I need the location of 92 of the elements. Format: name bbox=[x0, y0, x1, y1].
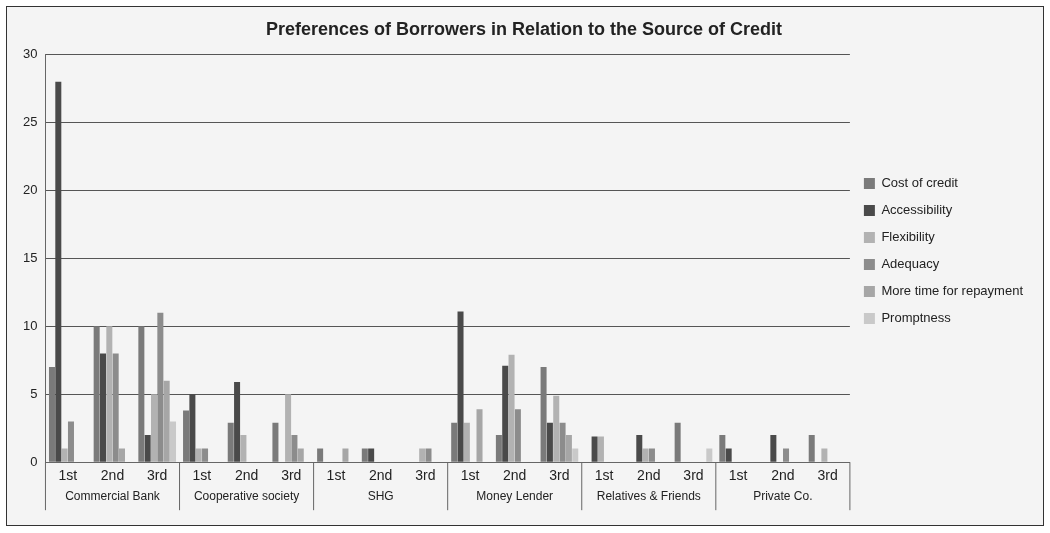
bar bbox=[183, 410, 190, 462]
bar bbox=[157, 312, 164, 462]
bar bbox=[272, 422, 279, 462]
x-tick-label: 2nd bbox=[234, 467, 259, 484]
legend-label: Promptness bbox=[881, 310, 952, 326]
x-tick-label: 1st bbox=[192, 467, 212, 484]
bar bbox=[451, 422, 458, 462]
bar bbox=[642, 448, 649, 462]
bar bbox=[463, 422, 470, 462]
y-tick-label: 20 bbox=[22, 182, 38, 198]
y-tick-label: 25 bbox=[22, 114, 38, 130]
bar bbox=[725, 448, 732, 462]
bar bbox=[106, 326, 113, 462]
bar bbox=[118, 448, 125, 462]
bar bbox=[99, 353, 107, 462]
text: Relatives & Friends bbox=[596, 488, 701, 503]
x-tick-label: 3rd bbox=[147, 467, 168, 484]
text: Private Co. bbox=[753, 488, 813, 503]
bar bbox=[540, 367, 547, 462]
legend-label: Cost of credit bbox=[881, 175, 959, 191]
x-tick-label: 1st bbox=[460, 467, 480, 484]
y-tick-label: 15 bbox=[22, 249, 38, 265]
bar bbox=[285, 394, 292, 462]
bar bbox=[572, 448, 579, 462]
x-tick-label: 1st bbox=[58, 467, 78, 484]
bar bbox=[202, 448, 209, 462]
bar bbox=[361, 448, 368, 462]
bar bbox=[808, 435, 815, 462]
bar bbox=[476, 409, 483, 462]
x-tick-label: 1st bbox=[594, 467, 614, 484]
bar bbox=[648, 448, 655, 462]
bar bbox=[706, 448, 713, 462]
legend-label: Accessibility bbox=[881, 202, 953, 218]
bar bbox=[674, 422, 681, 462]
bar bbox=[591, 436, 598, 462]
bar bbox=[61, 448, 68, 462]
bar bbox=[559, 422, 566, 462]
x-tick-label: 2nd bbox=[100, 467, 125, 484]
bar bbox=[240, 435, 247, 462]
bar bbox=[342, 448, 349, 462]
bar bbox=[719, 435, 726, 462]
x-tick-label: 3rd bbox=[549, 467, 570, 484]
bar bbox=[48, 367, 55, 462]
bar bbox=[170, 421, 177, 462]
bar bbox=[770, 435, 777, 462]
bar bbox=[112, 353, 119, 462]
bar bbox=[144, 435, 151, 462]
x-tick-label: 3rd bbox=[281, 467, 302, 484]
text: Commercial Bank bbox=[65, 488, 161, 503]
x-tick-label: 1st bbox=[728, 467, 748, 484]
bar bbox=[636, 435, 643, 462]
bar bbox=[67, 421, 74, 462]
y-tick-label: 5 bbox=[30, 385, 38, 401]
bar bbox=[297, 448, 304, 462]
bar bbox=[546, 422, 553, 462]
x-tick-label: 1st bbox=[326, 467, 346, 484]
y-tick-label: 10 bbox=[22, 317, 38, 333]
text: Cooperative society bbox=[193, 488, 300, 503]
x-tick-label: 2nd bbox=[503, 467, 527, 484]
bar bbox=[783, 448, 790, 462]
text: Money Lender bbox=[476, 488, 554, 503]
bar bbox=[821, 448, 828, 462]
chart-title: Preferences of Borrowers in Relation to the Source of Credit bbox=[265, 18, 783, 39]
x-tick-label: 3rd bbox=[683, 467, 704, 484]
x-tick-label: 2nd bbox=[637, 467, 661, 484]
y-tick-label: 30 bbox=[22, 46, 38, 62]
y-tick-label: 0 bbox=[30, 453, 38, 469]
bar bbox=[514, 409, 521, 462]
bar bbox=[151, 394, 158, 462]
bar bbox=[93, 326, 100, 462]
legend-label: Adequacy bbox=[881, 256, 940, 272]
bar bbox=[425, 448, 432, 462]
bar bbox=[317, 448, 324, 462]
bar bbox=[419, 448, 426, 462]
bar bbox=[227, 422, 234, 462]
bar bbox=[195, 448, 202, 462]
text: SHG bbox=[367, 488, 394, 503]
x-tick-label: 2nd bbox=[771, 467, 795, 484]
bar bbox=[291, 435, 298, 462]
bar bbox=[138, 326, 145, 462]
bar bbox=[495, 435, 502, 462]
bar bbox=[597, 436, 604, 462]
bar bbox=[163, 380, 170, 462]
x-tick-label: 3rd bbox=[817, 467, 838, 484]
bar bbox=[565, 435, 572, 462]
bar bbox=[508, 354, 515, 462]
legend-label: More time for repayment bbox=[881, 283, 1024, 299]
bar bbox=[368, 448, 375, 462]
x-tick-label: 3rd bbox=[415, 467, 436, 484]
bar bbox=[553, 395, 560, 462]
x-tick-label: 2nd bbox=[368, 467, 393, 484]
legend-label: Flexibility bbox=[881, 229, 936, 245]
